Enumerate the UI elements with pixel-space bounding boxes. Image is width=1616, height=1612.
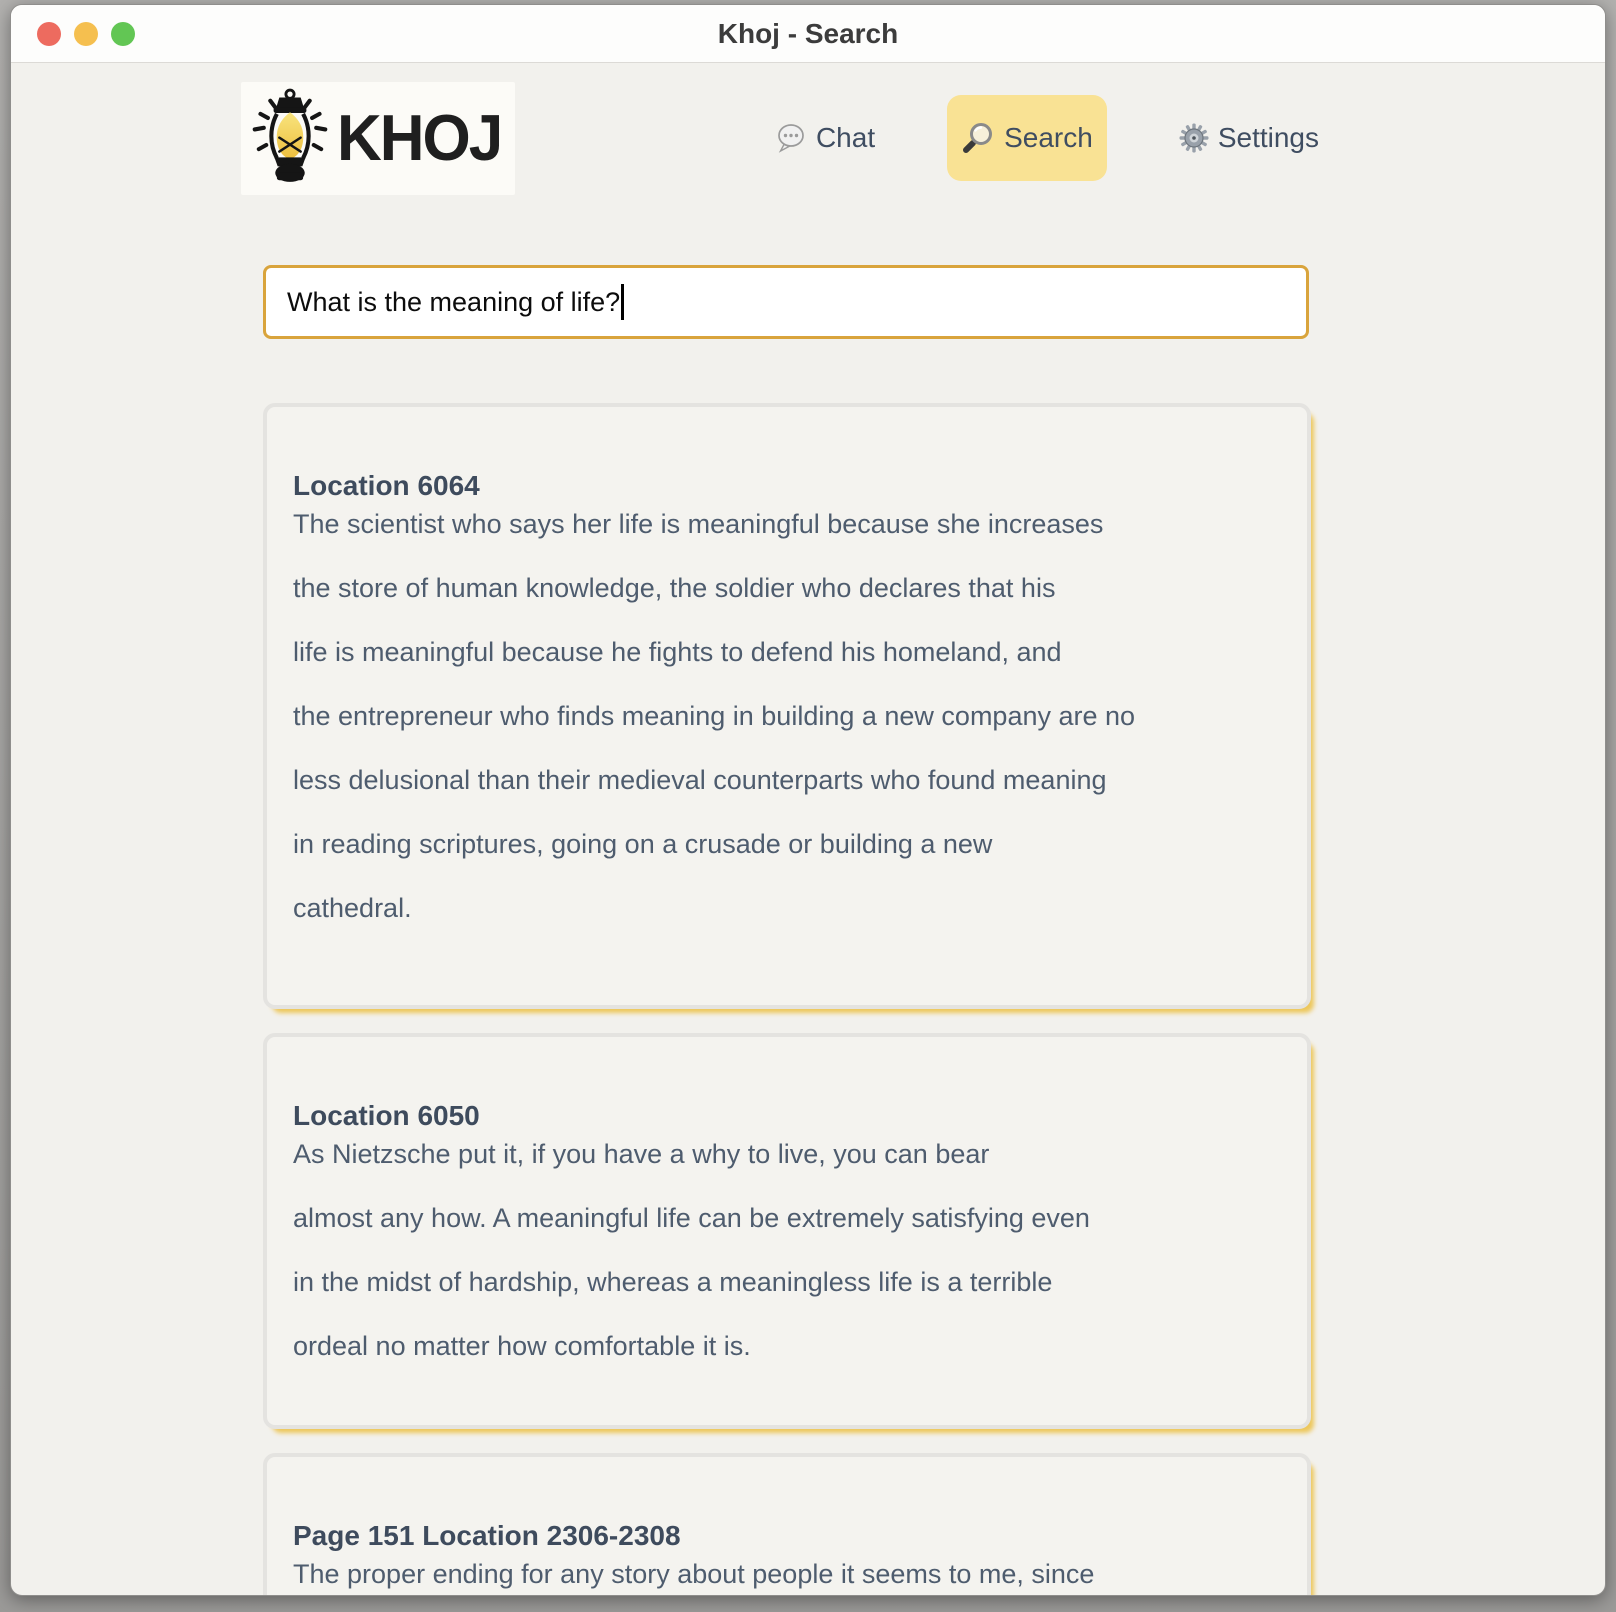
result-line: cathedral.: [293, 893, 412, 923]
speech-bubble-icon: [775, 122, 807, 154]
result-card[interactable]: Location 6050 As Nietzsche put it, if yo…: [263, 1033, 1311, 1429]
result-line: ordeal no matter how comfortable it is.: [293, 1331, 751, 1361]
result-line: in the midst of hardship, whereas a mean…: [293, 1267, 1053, 1297]
zoom-window-button[interactable]: [111, 21, 135, 46]
result-line: life is meaningful because he fights to …: [293, 637, 1062, 667]
result-line: in reading scriptures, going on a crusad…: [293, 829, 993, 859]
result-body: The proper ending for any story about pe…: [293, 1557, 1277, 1591]
result-line: the entrepreneur who finds meaning in bu…: [293, 701, 1136, 731]
window-titlebar: Khoj - Search: [11, 5, 1605, 63]
result-line: less delusional than their medieval coun…: [293, 765, 1107, 795]
window-title: Khoj - Search: [717, 17, 899, 49]
app-header: KHOJ Chat: [11, 63, 1605, 213]
search-input[interactable]: What is the meaning of life?: [263, 265, 1309, 339]
result-card[interactable]: Page 151 Location 2306-2308 The proper e…: [263, 1453, 1311, 1595]
khoj-logotype: KHOJ: [337, 102, 503, 174]
nav-chat[interactable]: Chat: [761, 96, 889, 180]
search-results: Location 6064 The scientist who says her…: [263, 403, 1311, 1595]
gear-icon: [1179, 123, 1209, 153]
traffic-lights: [37, 5, 135, 62]
magnifier-icon: [961, 121, 995, 155]
result-body: The scientist who says her life is meani…: [293, 507, 1277, 925]
minimize-window-button[interactable]: [74, 21, 98, 46]
result-heading: Page 151 Location 2306-2308: [293, 1520, 681, 1551]
search-query-text: What is the meaning of life?: [287, 286, 621, 317]
result-card[interactable]: Location 6064 The scientist who says her…: [263, 403, 1311, 1009]
result-line: As Nietzsche put it, if you have a why t…: [293, 1139, 990, 1169]
result-heading: Location 6064: [293, 470, 480, 501]
text-caret: [621, 284, 625, 320]
lantern-icon: [249, 86, 331, 191]
nav-search[interactable]: Search: [947, 95, 1107, 181]
nav-search-label: Search: [1004, 122, 1093, 153]
nav-settings-label: Settings: [1217, 122, 1319, 153]
result-line: The scientist who says her life is meani…: [293, 509, 1104, 539]
nav-chat-label: Chat: [815, 122, 876, 153]
result-line: the store of human knowledge, the soldie…: [293, 573, 1056, 603]
nav-settings[interactable]: Settings: [1165, 96, 1333, 180]
app-window: Khoj - Search: [10, 4, 1606, 1596]
result-heading: Location 6050: [293, 1100, 480, 1131]
result-line: almost any how. A meaningful life can be…: [293, 1203, 1090, 1233]
khoj-logo: KHOJ: [241, 81, 516, 195]
close-window-button[interactable]: [37, 21, 61, 46]
result-body: As Nietzsche put it, if you have a why t…: [293, 1137, 1277, 1363]
main-nav: Chat Search: [761, 95, 1333, 181]
result-line: The proper ending for any story about pe…: [293, 1559, 1095, 1589]
